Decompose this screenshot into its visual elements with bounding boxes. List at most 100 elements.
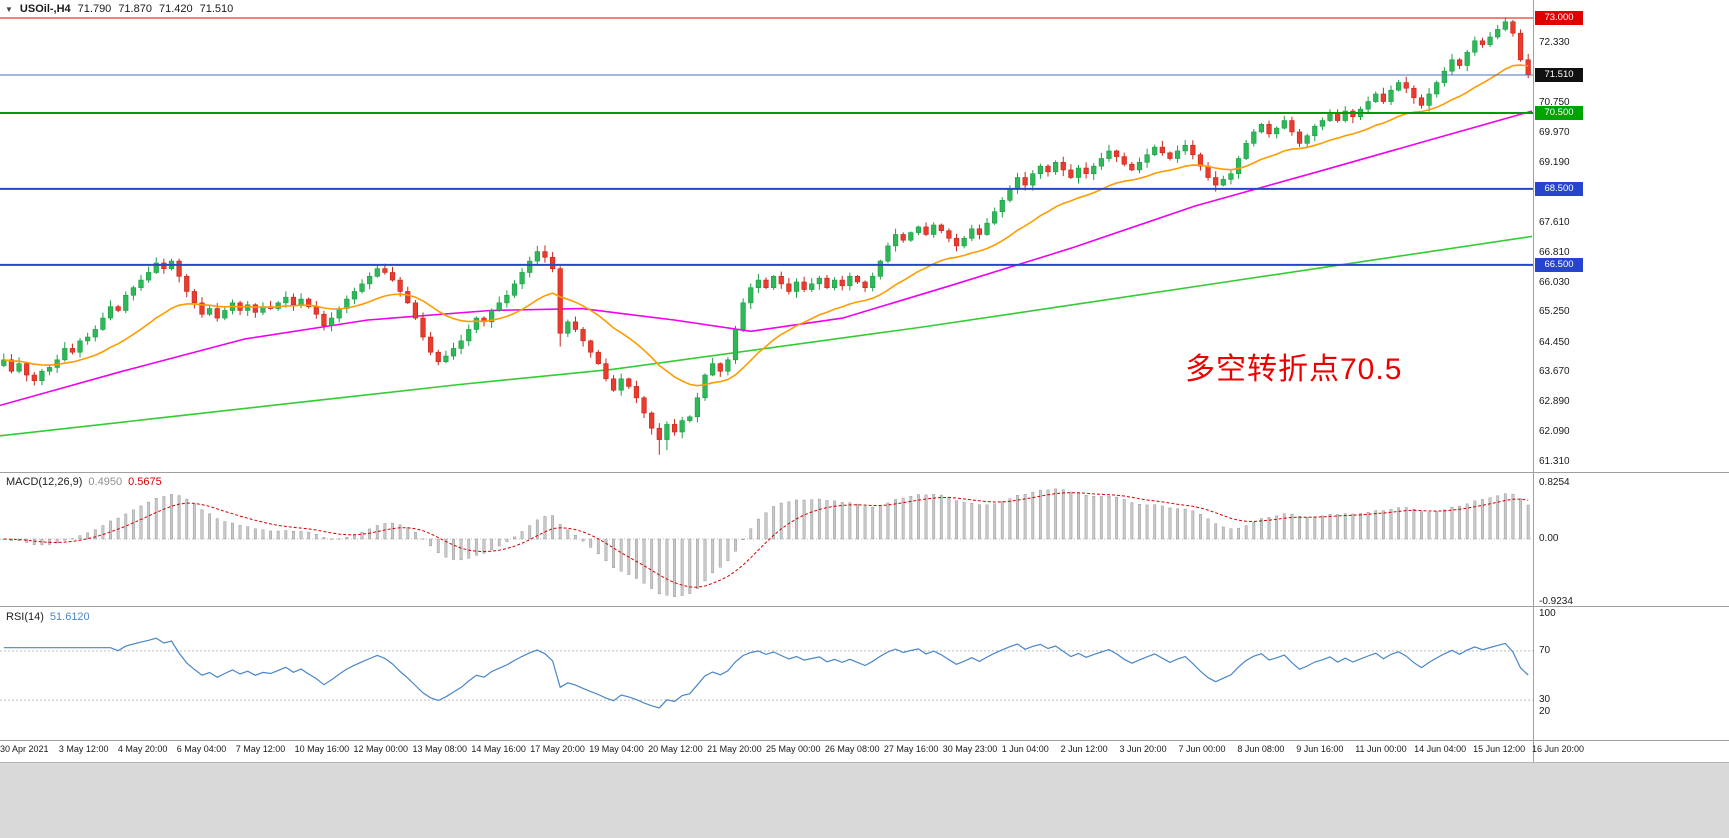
candle-body — [976, 228, 983, 235]
macd-histogram-bar — [1031, 492, 1035, 540]
macd-histogram-bar — [1275, 515, 1279, 540]
candle-body — [16, 363, 22, 372]
macd-histogram-bar — [802, 499, 806, 540]
macd-histogram-bar — [1122, 499, 1126, 540]
candle-body — [1068, 169, 1074, 178]
macd-histogram-bar — [375, 525, 379, 540]
candle-body — [100, 317, 106, 330]
macd-histogram-bar — [932, 494, 936, 540]
price-axis-tick: 69.190 — [1539, 156, 1570, 168]
candle-body — [1281, 120, 1287, 129]
candle-body — [1144, 154, 1150, 163]
macd-histogram-bar — [863, 506, 867, 540]
macd-histogram-bar — [1130, 502, 1134, 540]
candle-body — [1251, 131, 1257, 144]
candle-body — [77, 340, 83, 353]
candle-body — [283, 296, 289, 304]
macd-histogram-bar — [688, 538, 692, 594]
chart-annotation-text[interactable]: 多空转折点70.5 — [1185, 353, 1403, 386]
macd-histogram-bar — [1107, 495, 1111, 540]
candle-body — [1045, 165, 1051, 173]
macd-histogram-bar — [619, 538, 623, 572]
macd-histogram-bar — [48, 538, 51, 545]
time-axis-label: 11 Jun 00:00 — [1355, 744, 1407, 754]
symbol-name: USOil-,H4 — [19, 3, 71, 15]
magenta-moving-average[interactable] — [0, 110, 1533, 407]
green-moving-average[interactable] — [0, 235, 1533, 437]
candle-body — [1266, 124, 1272, 135]
candle-body — [763, 279, 769, 288]
macd-histogram-bar — [170, 494, 173, 540]
candle-body — [649, 412, 655, 429]
candle-body — [321, 313, 327, 326]
macd-histogram-bar — [1473, 500, 1477, 540]
macd-histogram-bar — [154, 497, 158, 540]
macd-histogram-bar — [490, 538, 494, 551]
candle-body — [915, 226, 922, 233]
candle-body — [1312, 125, 1318, 137]
candle-body — [519, 272, 525, 285]
price-high: 71.870 — [118, 3, 152, 15]
candle-body — [610, 378, 617, 391]
candle-body — [748, 287, 754, 304]
macd-histogram-bar — [1412, 508, 1416, 540]
candle-body — [824, 277, 830, 288]
candle-body — [1030, 173, 1036, 186]
macd-histogram-bar — [215, 518, 219, 540]
rsi-axis-tick: 70 — [1539, 644, 1551, 656]
candle-body — [69, 348, 76, 353]
macd-histogram-bar — [1511, 493, 1515, 540]
chart-canvas[interactable] — [0, 0, 1729, 762]
symbol-dropdown-triangle-icon[interactable]: ▼ — [5, 4, 13, 14]
macd-histogram-bar — [1038, 489, 1042, 540]
macd-histogram-bar — [1221, 526, 1225, 540]
candle-body — [603, 363, 609, 380]
macd-histogram-bar — [330, 538, 333, 540]
candle-body — [900, 234, 906, 241]
macd-signal-value: 0.5675 — [128, 476, 162, 488]
candle-body — [313, 306, 319, 315]
macd-histogram-bar — [1008, 498, 1012, 540]
candle-body — [85, 336, 91, 342]
candle-body — [1418, 97, 1425, 106]
candle-body — [999, 200, 1005, 213]
macd-histogram-bar — [726, 538, 730, 561]
time-axis-label: 25 May 00:00 — [766, 744, 821, 754]
candle-body — [618, 378, 624, 391]
time-axis-label: 20 May 12:00 — [648, 744, 703, 754]
candle-body — [496, 302, 502, 311]
candle-body — [1464, 51, 1470, 66]
macd-histogram-bar — [1282, 513, 1286, 540]
macd-histogram-bar — [1138, 504, 1141, 540]
macd-histogram-bar — [1237, 527, 1240, 540]
price-axis-tick: 64.450 — [1539, 336, 1570, 348]
candle-body — [31, 374, 37, 382]
candle-body — [214, 308, 220, 319]
macd-histogram-bar — [429, 538, 433, 547]
candle-body — [626, 378, 632, 387]
candle-body — [123, 294, 129, 311]
candle-body — [1037, 165, 1043, 175]
macd-histogram-bar — [1366, 512, 1370, 540]
candle-body — [1121, 156, 1127, 165]
candle-body — [1129, 163, 1135, 171]
symbol-ohlc-bar: ▼ USOil-,H4 71.790 71.870 71.420 71.510 — [5, 3, 233, 15]
candle-body — [588, 340, 594, 353]
candle-body — [176, 260, 182, 277]
candle-body — [382, 268, 388, 273]
macd-histogram-bar — [1092, 496, 1096, 540]
macd-histogram-bar — [93, 529, 97, 540]
candle-body — [565, 321, 571, 334]
candle-body — [931, 224, 937, 235]
candle-body — [984, 222, 990, 235]
macd-histogram-bar — [322, 537, 326, 540]
macd-histogram-bar — [467, 538, 471, 559]
macd-histogram-bar — [917, 494, 920, 540]
macd-histogram-bar — [894, 499, 897, 540]
candle-body — [679, 420, 685, 433]
macd-histogram-bar — [1503, 493, 1507, 540]
price-badge: 66.500 — [1535, 257, 1583, 272]
time-axis-label: 21 May 20:00 — [707, 744, 762, 754]
macd-histogram-bar — [1214, 523, 1218, 540]
orange-moving-average[interactable] — [3, 64, 1529, 387]
